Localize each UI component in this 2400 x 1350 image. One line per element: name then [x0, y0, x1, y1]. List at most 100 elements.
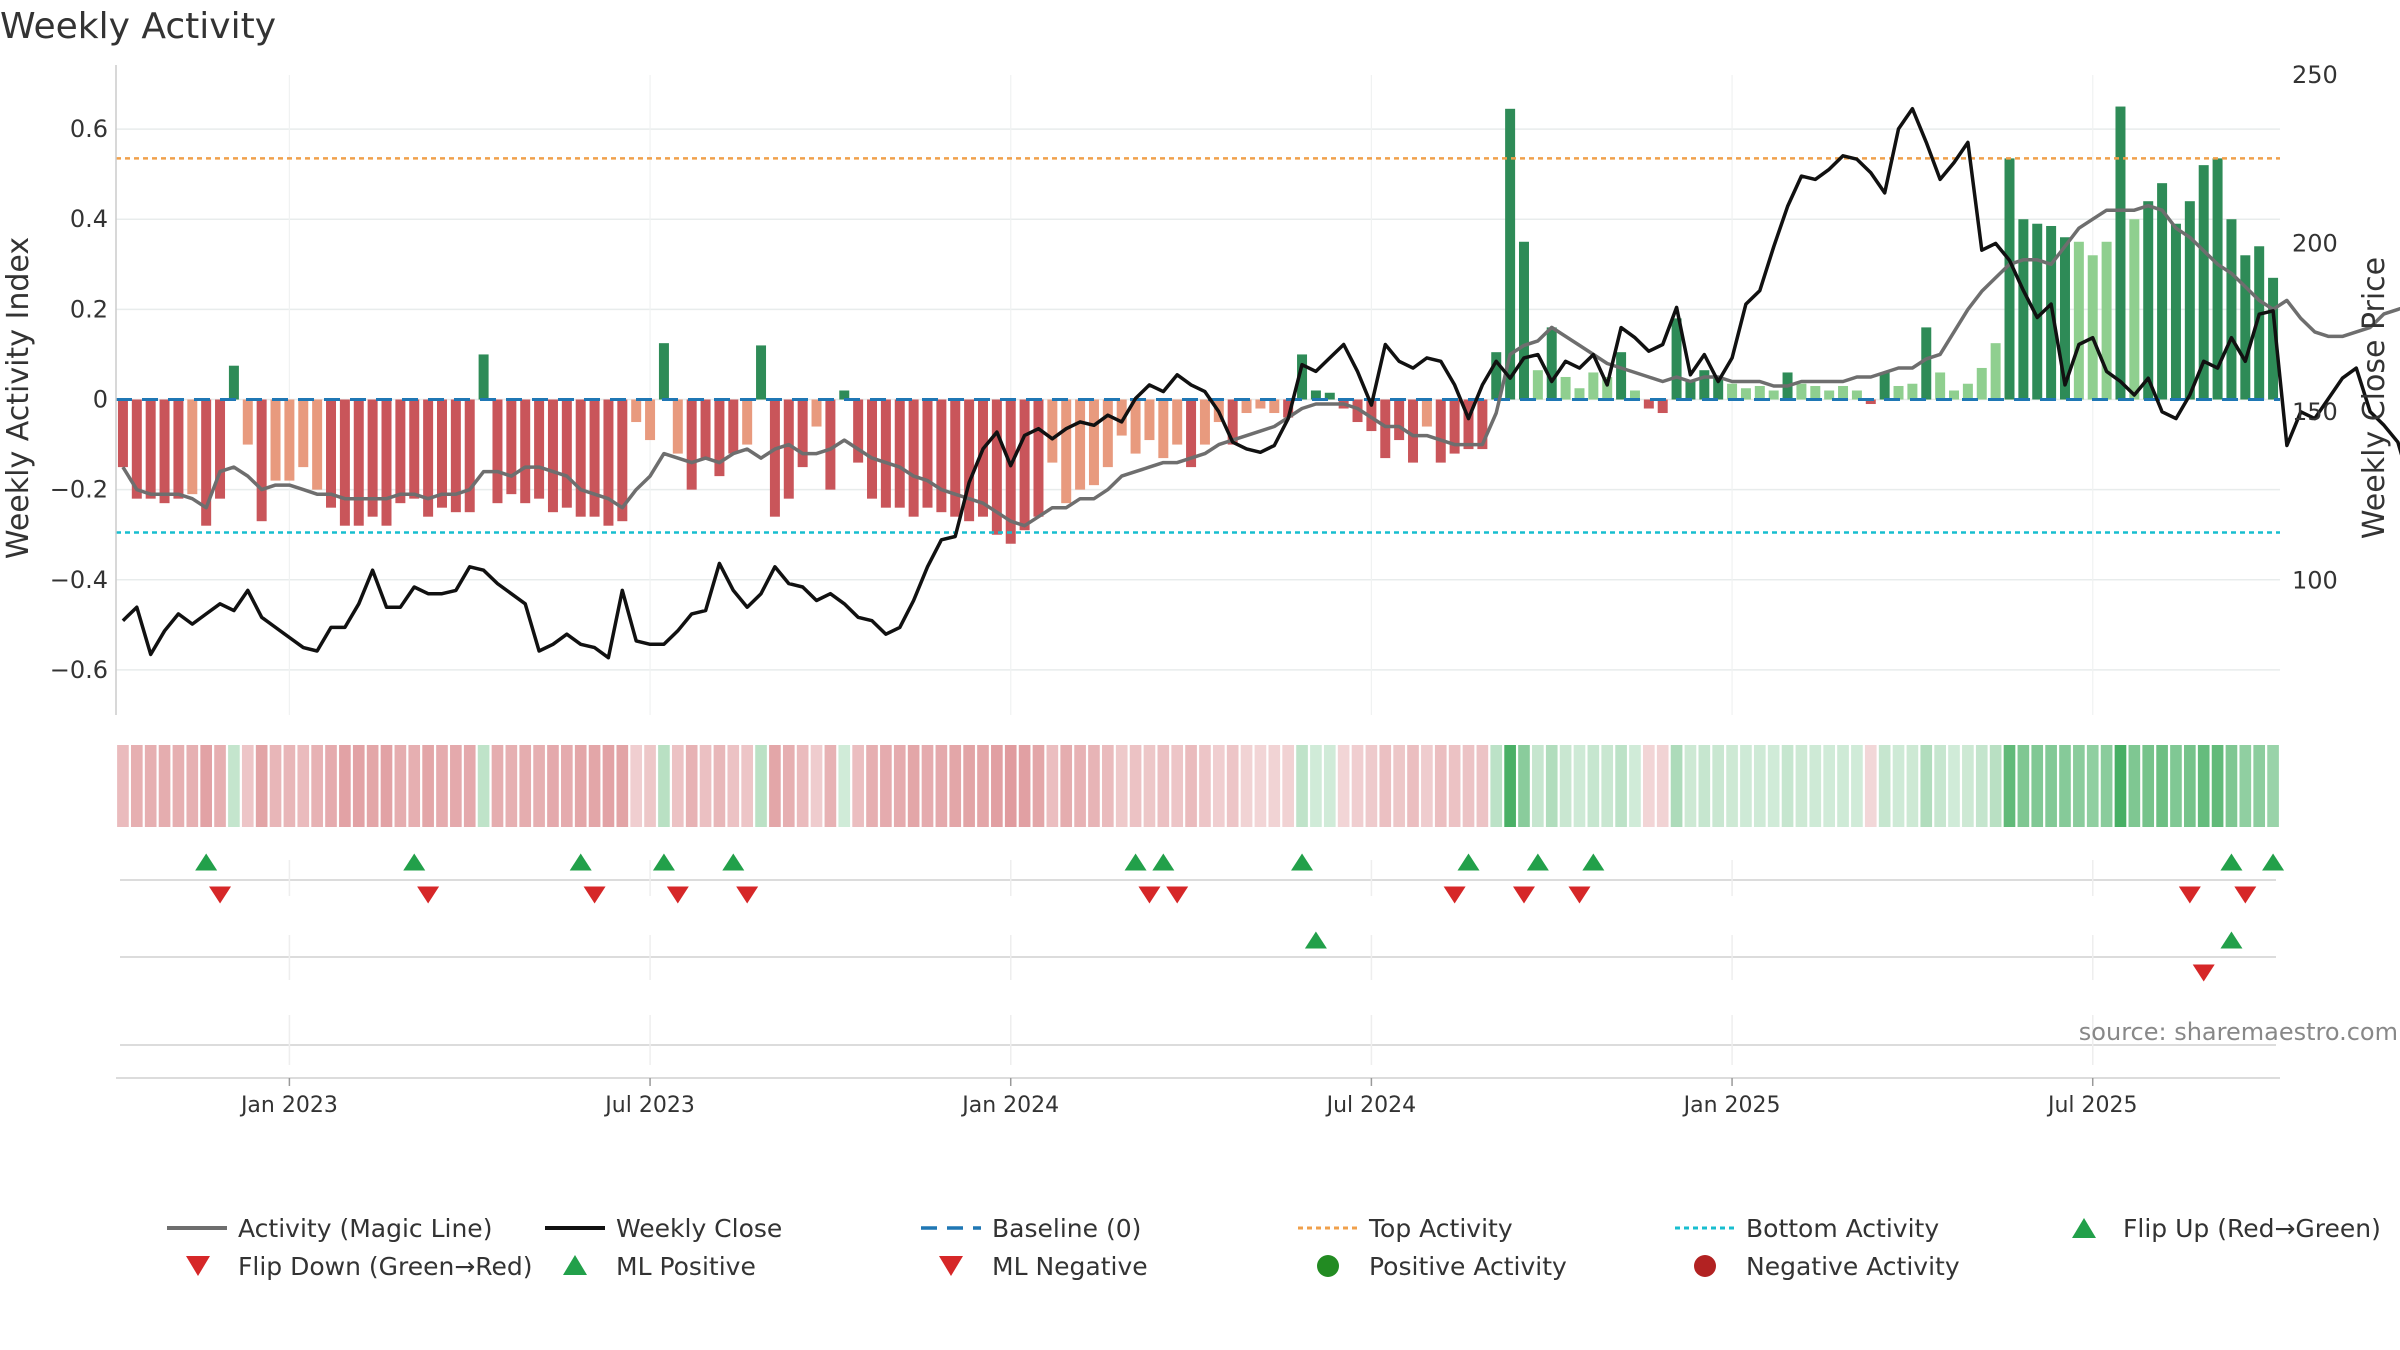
heat-cell [172, 745, 185, 827]
activity-bar [2129, 219, 2140, 400]
heat-cell [2031, 745, 2044, 827]
activity-bar [1088, 399, 1099, 486]
activity-bar [839, 390, 850, 400]
heat-cell [2156, 745, 2168, 827]
activity-bar [1324, 392, 1335, 400]
activity-bar [1560, 376, 1571, 400]
activity-bar [853, 399, 864, 463]
activity-bar [631, 399, 642, 423]
flip-down-marker [736, 886, 759, 904]
activity-bar [353, 399, 364, 526]
activity-bar [2268, 277, 2279, 400]
y-right-tick-label: 200 [2292, 229, 2338, 257]
heat-cell [297, 745, 310, 827]
activity-bar [2170, 223, 2181, 400]
legend-positive-activity: Positive Activity [1369, 1252, 1567, 1281]
activity-bar [381, 399, 392, 526]
heat-cell [1892, 745, 1905, 827]
activity-bar [1685, 381, 1696, 400]
heat-cell [1060, 745, 1073, 827]
activity-bar [1824, 390, 1835, 400]
heat-cell [658, 745, 670, 827]
activity-bar [2032, 223, 2043, 400]
heat-cell [699, 745, 712, 827]
activity-bar [1796, 383, 1807, 400]
activity-bar [1172, 399, 1183, 445]
heat-cell [1656, 745, 1669, 827]
heat-cell [1296, 745, 1308, 827]
activity-bar [1546, 327, 1557, 400]
heat-cell [1795, 745, 1808, 827]
activity-bar [783, 399, 794, 499]
heat-cell [1504, 745, 1516, 827]
flip-up-marker [2220, 853, 2243, 871]
heat-cell [1698, 745, 1711, 827]
heat-cell [1434, 745, 1447, 827]
activity-bar [1976, 367, 1987, 400]
activity-bar [547, 399, 558, 513]
heat-cell [1018, 745, 1031, 827]
flip-up-marker [2262, 853, 2285, 871]
heat-cell [755, 745, 767, 827]
heat-cell [1476, 745, 1489, 827]
activity-bar [950, 399, 961, 517]
activity-bar [1962, 383, 1973, 400]
legend-top-activity: Top Activity [1368, 1214, 1513, 1243]
legend-flip-up-icon [2072, 1218, 2096, 1238]
legend-flip-down-icon [186, 1256, 210, 1276]
legend-bottom-activity: Bottom Activity [1746, 1214, 1939, 1243]
activity-bar [1199, 399, 1210, 445]
activity-bar [1838, 385, 1849, 400]
heat-cell [1573, 745, 1586, 827]
activity-bar [131, 399, 142, 499]
heat-cell [2197, 745, 2210, 827]
activity-bar [1047, 399, 1058, 463]
heat-cell [477, 745, 490, 827]
flip-up-marker [569, 853, 592, 871]
activity-bar [298, 399, 309, 468]
ml-positive-marker [2220, 931, 2243, 949]
activity-bar [1158, 399, 1169, 459]
heat-cell [519, 745, 532, 827]
legend-flip-up: Flip Up (Red→Green) [2123, 1214, 2381, 1243]
activity-bar [1380, 399, 1391, 459]
activity-bar [1019, 399, 1030, 531]
heat-cell [1753, 745, 1766, 827]
heat-cell [186, 745, 199, 827]
signal-markers [116, 853, 2285, 1079]
activity-bar [478, 354, 489, 400]
heat-cell [1129, 745, 1142, 827]
heat-cell [533, 745, 545, 827]
legend-positive-activity-icon [1317, 1255, 1339, 1277]
activity-bar [2101, 241, 2112, 400]
activity-bar [825, 399, 836, 490]
activity-bar [2004, 158, 2015, 400]
heat-cell [547, 745, 559, 827]
line-series [121, 106, 2400, 660]
x-axis-tick-label: Jul 2023 [603, 1093, 695, 1118]
heat-cell [588, 745, 601, 827]
flip-up-marker [1457, 853, 1480, 871]
activity-bar [1075, 399, 1086, 490]
activity-bar [1408, 399, 1419, 463]
heat-cell [1185, 745, 1197, 827]
activity-bar [1366, 399, 1377, 432]
activity-bar [672, 399, 683, 454]
activity-bar [1949, 390, 1960, 400]
activity-bar [1754, 385, 1765, 400]
heat-cell [200, 745, 212, 827]
heat-cell [713, 745, 726, 827]
x-axis-tick-label: Jan 2023 [239, 1093, 338, 1118]
activity-bar [561, 399, 572, 508]
heat-cell [325, 745, 337, 827]
heat-cell [2059, 745, 2071, 827]
activity-bar [2018, 219, 2029, 400]
activity-bar [117, 399, 128, 468]
heat-cell [463, 745, 476, 827]
activity-bar [1505, 108, 1516, 400]
activity-bar [936, 399, 947, 513]
activity-bar [880, 399, 891, 508]
activity-bar [284, 399, 295, 481]
activity-bar [894, 399, 905, 508]
activity-bar [1116, 399, 1127, 436]
